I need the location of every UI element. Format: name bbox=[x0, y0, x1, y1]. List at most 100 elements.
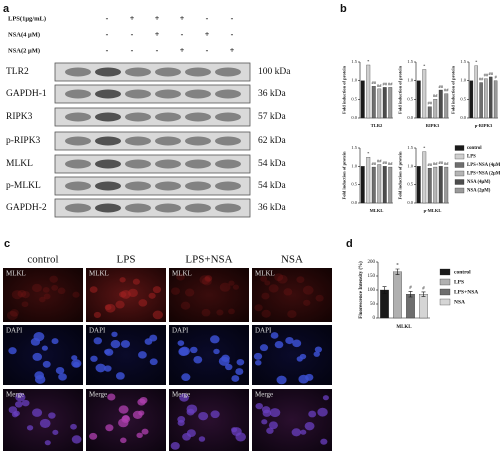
bar bbox=[427, 168, 432, 204]
cell bbox=[177, 340, 185, 346]
treatment-sign: - bbox=[131, 46, 134, 55]
protein-label: p-MLKL bbox=[6, 181, 41, 191]
cell bbox=[317, 407, 328, 417]
micrograph-label: DAPI bbox=[6, 327, 23, 335]
bar bbox=[393, 271, 402, 319]
significance-label: * bbox=[396, 264, 399, 269]
significance-label: * bbox=[367, 151, 370, 156]
blot-band bbox=[65, 112, 91, 122]
legend-swatch bbox=[439, 268, 451, 276]
y-tick-label: 1.5 bbox=[407, 59, 413, 64]
significance-label: ## bbox=[388, 81, 393, 86]
bar bbox=[416, 166, 421, 204]
cell bbox=[261, 309, 271, 318]
cell bbox=[55, 366, 65, 375]
micrograph-label: MLKL bbox=[6, 270, 26, 278]
cell bbox=[21, 290, 30, 299]
x-axis-label: RIPK3 bbox=[426, 123, 440, 128]
blot-band bbox=[155, 181, 181, 191]
cell bbox=[21, 301, 29, 308]
micrograph-label: MLKL bbox=[89, 270, 109, 278]
cell bbox=[261, 419, 268, 425]
cell bbox=[179, 346, 190, 356]
bar bbox=[444, 166, 449, 204]
y-tick-label: 1.5 bbox=[351, 145, 357, 150]
cell bbox=[148, 292, 156, 299]
cell bbox=[152, 286, 162, 294]
cell bbox=[320, 438, 328, 445]
y-tick-label: 0.5 bbox=[407, 182, 413, 187]
cell bbox=[260, 275, 268, 282]
bar bbox=[444, 93, 449, 119]
treatment-label: LPS(1μg/mL) bbox=[8, 15, 46, 22]
y-axis-label: Fold induction of protein bbox=[342, 65, 347, 114]
blot-band bbox=[125, 89, 151, 99]
cell bbox=[138, 351, 147, 359]
cell bbox=[70, 423, 77, 430]
bar bbox=[438, 89, 443, 119]
micrograph-label: MLKL bbox=[172, 270, 192, 278]
cell bbox=[118, 291, 127, 298]
significance-label: ## bbox=[439, 160, 444, 165]
y-axis-label: Fluorescence Intensity (%) bbox=[359, 261, 364, 319]
cell bbox=[149, 334, 158, 342]
cell bbox=[210, 335, 220, 344]
y-tick-label: 50 bbox=[370, 302, 376, 307]
cell bbox=[274, 273, 284, 282]
bar bbox=[366, 157, 371, 204]
y-tick-label: 0 bbox=[373, 316, 376, 321]
legend-swatch bbox=[439, 288, 451, 296]
cell bbox=[15, 392, 26, 402]
y-tick-label: 1.0 bbox=[407, 78, 413, 83]
cell bbox=[291, 428, 302, 437]
bar bbox=[474, 65, 478, 119]
cell bbox=[221, 354, 230, 362]
cell bbox=[219, 282, 231, 292]
cell bbox=[266, 427, 274, 434]
blot-band bbox=[95, 67, 121, 77]
column-title: LPS+NSA bbox=[185, 254, 232, 266]
significance-label: ## bbox=[444, 161, 449, 166]
cell bbox=[232, 284, 240, 290]
treatment-sign: - bbox=[131, 30, 134, 39]
significance-label: * bbox=[475, 60, 478, 65]
panel-label: b bbox=[340, 3, 347, 15]
legend-swatch bbox=[454, 162, 465, 168]
size-label: 54 kDa bbox=[258, 181, 286, 191]
cell bbox=[49, 275, 58, 283]
micrograph-label: Merge bbox=[172, 391, 190, 399]
cell bbox=[259, 344, 269, 352]
bar bbox=[371, 166, 376, 204]
cell bbox=[138, 299, 148, 307]
legend-swatch bbox=[454, 187, 465, 194]
cell bbox=[48, 412, 56, 419]
cell bbox=[179, 393, 189, 402]
blot-band bbox=[215, 89, 241, 99]
blot-band bbox=[185, 112, 211, 122]
blot-band bbox=[215, 203, 241, 213]
blot-band bbox=[95, 89, 121, 99]
micrograph-label: Merge bbox=[6, 391, 24, 399]
size-label: 36 kDa bbox=[258, 89, 286, 99]
cell bbox=[104, 349, 111, 355]
size-label: 54 kDa bbox=[258, 159, 286, 169]
legend-swatch bbox=[454, 170, 465, 177]
cell bbox=[198, 436, 206, 442]
legend-label: NSA bbox=[454, 299, 465, 305]
treatment-sign: + bbox=[130, 14, 135, 23]
legend-swatch bbox=[454, 145, 465, 151]
micrograph-label: DAPI bbox=[255, 327, 272, 335]
cell bbox=[95, 363, 106, 373]
cell bbox=[231, 427, 238, 433]
cell bbox=[89, 286, 98, 293]
bar bbox=[382, 166, 387, 204]
bar bbox=[438, 166, 443, 204]
blot-band bbox=[125, 159, 151, 169]
y-tick-label: 0.5 bbox=[407, 96, 413, 101]
column-title: NSA bbox=[281, 254, 303, 266]
y-tick-label: 1.5 bbox=[351, 59, 357, 64]
cell bbox=[118, 405, 129, 414]
significance-label: ## bbox=[377, 158, 382, 163]
treatment-sign: - bbox=[106, 30, 109, 39]
cell bbox=[115, 372, 125, 380]
